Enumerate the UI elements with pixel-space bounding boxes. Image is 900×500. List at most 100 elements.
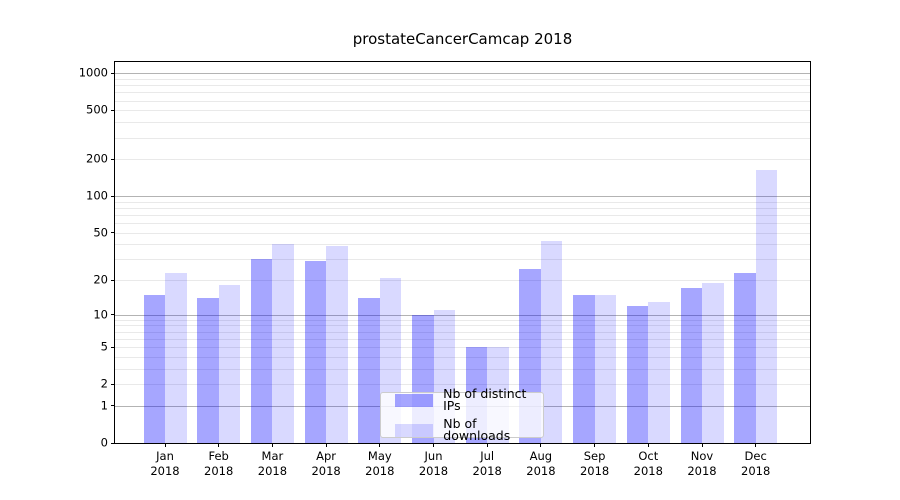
y-tick-label: 0: [100, 435, 108, 450]
y-tick-mark: [111, 109, 115, 111]
gridline-minor: [115, 280, 810, 282]
y-tick-label: 2: [100, 376, 108, 391]
x-tick-mark: [540, 443, 542, 447]
gridline-minor: [115, 122, 810, 124]
gridline-minor: [115, 214, 810, 216]
x-tick-label: Mar 2018: [257, 449, 288, 479]
y-tick-label: 200: [86, 151, 108, 166]
bar-aug-downloads: [540, 240, 563, 443]
bar-mar-distinct-ips: [250, 259, 273, 443]
x-tick-mark: [271, 443, 273, 447]
gridline-major: [115, 196, 810, 198]
bar-dec-downloads: [755, 170, 778, 443]
legend-label-downloads: Nb of downloads: [443, 415, 511, 443]
y-tick-label: 1: [100, 398, 108, 413]
legend: Nb of distinct IPs Nb of downloads: [380, 387, 544, 442]
y-tick-label: 50: [93, 224, 108, 239]
x-tick-label: Apr 2018: [311, 449, 341, 479]
y-tick-mark: [111, 442, 115, 444]
bar-apr-downloads: [326, 245, 348, 443]
gridline-major: [115, 314, 810, 316]
legend-swatch-distinct-ips: [395, 393, 434, 407]
bar-oct-distinct-ips: [626, 305, 649, 443]
gridline-minor: [115, 78, 810, 80]
x-tick-label: Nov 2018: [687, 449, 717, 479]
x-tick-mark: [379, 443, 381, 447]
gridline-minor: [115, 347, 810, 349]
gridline-minor: [115, 92, 810, 94]
gridline-minor: [115, 356, 810, 358]
y-tick-mark: [111, 346, 115, 348]
y-tick-mark: [111, 405, 115, 407]
bar-dec-distinct-ips: [734, 272, 756, 443]
legend-swatch-downloads: [395, 423, 434, 437]
bar-apr-distinct-ips: [304, 261, 327, 443]
gridline-minor: [115, 331, 810, 333]
y-tick-mark: [111, 158, 115, 160]
gridline-minor: [115, 159, 810, 161]
x-tick-label: Oct 2018: [633, 449, 663, 479]
bar-oct-downloads: [648, 301, 670, 443]
gridline-minor: [115, 338, 810, 340]
legend-item-downloads: Nb of downloads: [395, 415, 543, 443]
gridline-minor: [115, 201, 810, 203]
gridline-minor: [115, 244, 810, 246]
y-tick-mark: [111, 314, 115, 316]
bar-nov-distinct-ips: [680, 288, 702, 443]
x-tick-label: Jan 2018: [150, 449, 180, 479]
gridline-minor: [115, 207, 810, 209]
y-tick-mark: [111, 279, 115, 281]
y-tick-label: 20: [93, 272, 108, 287]
x-tick-mark: [701, 443, 703, 447]
bar-sep-downloads: [594, 294, 617, 443]
gridline-major: [115, 73, 810, 75]
y-tick-label: 10: [93, 306, 108, 321]
legend-item-distinct-ips: Nb of distinct IPs: [395, 385, 543, 413]
x-tick-label: May 2018: [365, 449, 395, 479]
x-tick-label: Aug 2018: [526, 449, 556, 479]
x-tick-mark: [325, 443, 327, 447]
gridline-minor: [115, 368, 810, 370]
gridline-minor: [115, 319, 810, 321]
x-tick-label: Jul 2018: [472, 449, 502, 479]
y-tick-mark: [111, 232, 115, 234]
bar-mar-downloads: [272, 244, 294, 443]
gridline-minor: [115, 232, 810, 234]
gridline-minor: [115, 100, 810, 102]
bar-jan-distinct-ips: [143, 294, 165, 443]
x-tick-label: Feb 2018: [204, 449, 234, 479]
gridline-minor: [115, 223, 810, 225]
gridline-minor: [115, 85, 810, 87]
y-tick-label: 500: [86, 102, 108, 117]
bar-may-distinct-ips: [358, 298, 380, 443]
x-tick-mark: [218, 443, 220, 447]
bar-nov-downloads: [702, 282, 724, 443]
bar-jan-downloads: [165, 272, 187, 443]
x-tick-mark: [433, 443, 434, 447]
x-tick-label: Jun 2018: [418, 449, 449, 479]
bar-sep-distinct-ips: [573, 294, 595, 443]
y-tick-label: 5: [100, 339, 108, 354]
x-tick-mark: [594, 443, 596, 447]
y-tick-label: 100: [86, 188, 108, 203]
x-tick-label: Dec 2018: [741, 449, 771, 479]
gridline-minor: [115, 259, 810, 261]
y-tick-mark: [111, 72, 115, 74]
chart-title: prostateCancerCamcap 2018: [352, 30, 573, 48]
x-tick-mark: [164, 443, 166, 447]
y-tick-mark: [111, 383, 115, 385]
legend-label-distinct-ips: Nb of distinct IPs: [443, 385, 527, 413]
x-tick-label: Sep 2018: [579, 449, 610, 479]
bar-feb-distinct-ips: [197, 298, 219, 443]
y-tick-label: 1000: [78, 65, 108, 80]
bar-feb-downloads: [218, 285, 241, 443]
gridline-minor: [115, 137, 810, 139]
gridline-minor: [115, 384, 810, 386]
x-tick-mark: [486, 443, 488, 447]
x-tick-mark: [647, 443, 649, 447]
gridline-minor: [115, 110, 810, 112]
gridline-minor: [115, 325, 810, 327]
x-tick-mark: [755, 443, 757, 447]
y-tick-mark: [111, 195, 115, 197]
